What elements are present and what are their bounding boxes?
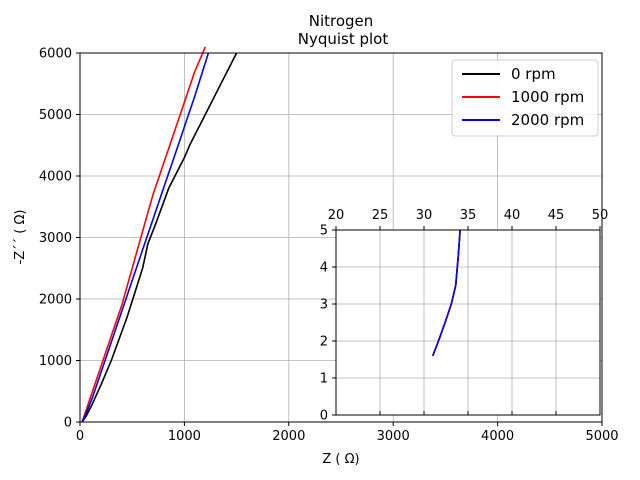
inset-grid xyxy=(336,230,600,415)
main-series-line-1 xyxy=(81,46,207,423)
inset-xtick-label-1: 25 xyxy=(372,208,389,223)
inset-xtick-label-6: 50 xyxy=(592,208,609,223)
inset-xtick-label-3: 35 xyxy=(460,208,477,223)
chart-subtitle: Nyquist plot xyxy=(298,30,389,48)
inset-ytick-label-1: 1 xyxy=(320,372,328,387)
legend: 0 rpm 1000 rpm 2000 rpm xyxy=(451,59,599,137)
inset-xtick-label-4: 40 xyxy=(504,208,521,223)
inset-ytick-label-2: 2 xyxy=(320,335,328,350)
main-xtick-label-4: 4000 xyxy=(481,429,514,444)
inset-xtick-label-0: 20 xyxy=(328,208,345,223)
legend-label-1000rpm: 1000 rpm xyxy=(511,88,584,106)
inset-ytick-label-4: 4 xyxy=(320,261,328,276)
legend-label-2000rpm: 2000 rpm xyxy=(511,111,584,129)
main-xtick-label-3: 3000 xyxy=(377,429,410,444)
chart-title: Nitrogen xyxy=(309,12,374,30)
main-ytick-label-6: 6000 xyxy=(39,47,72,62)
main-series-lines xyxy=(81,46,238,423)
main-ytick-label-2: 2000 xyxy=(39,293,72,308)
main-axis-ticks: 0 1000 2000 3000 4000 50000100020003000400050… xyxy=(39,47,619,445)
main-xtick-label-5: 5000 xyxy=(585,429,618,444)
main-ytick-label-1: 1000 xyxy=(39,354,72,369)
main-xtick-label-2: 2000 xyxy=(272,429,305,444)
inset-ytick-label-0: 0 xyxy=(320,409,328,424)
main-series-line-2 xyxy=(81,52,210,423)
inset-ytick-label-3: 3 xyxy=(320,298,328,313)
inset-series-lines xyxy=(432,229,461,357)
x-axis-label: Z ( Ω) xyxy=(322,452,359,467)
main-series-line-0 xyxy=(81,52,238,423)
y-axis-label: -Z´´ ( Ω) xyxy=(13,210,28,265)
legend-label-0rpm: 0 rpm xyxy=(511,65,556,83)
main-ytick-label-4: 4000 xyxy=(39,170,72,185)
main-ytick-label-3: 3000 xyxy=(39,231,72,246)
legend-box xyxy=(451,59,599,137)
inset-series-line-2 xyxy=(432,229,461,357)
main-xtick-label-0: 0 xyxy=(76,429,84,444)
inset-xtick-label-5: 45 xyxy=(548,208,565,223)
main-ytick-label-5: 5000 xyxy=(39,108,72,123)
inset-xtick-label-2: 30 xyxy=(416,208,433,223)
inset-ytick-label-5: 5 xyxy=(320,224,328,239)
main-ytick-label-0: 0 xyxy=(64,416,72,431)
main-xtick-label-1: 1000 xyxy=(168,429,201,444)
